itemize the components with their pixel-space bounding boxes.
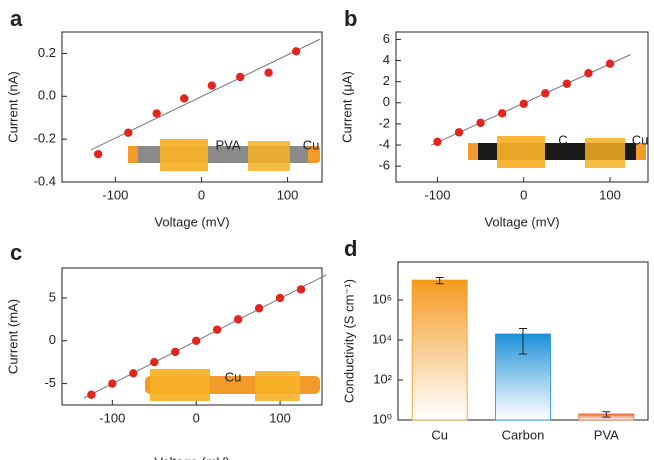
inset-label: C	[558, 132, 567, 147]
y-tick-label: 10⁰	[372, 411, 392, 426]
data-point	[291, 47, 301, 56]
data-point	[108, 379, 117, 388]
data-point	[212, 325, 222, 334]
data-point	[584, 68, 593, 78]
x-tick-label: 0	[520, 187, 527, 202]
data-point	[476, 118, 485, 128]
x-axis-label: Voltage (mV)	[154, 454, 229, 460]
y-tick-label: 0.2	[38, 45, 56, 60]
plot-frame	[61, 267, 323, 406]
data-point	[152, 109, 161, 118]
panel-letter: d	[344, 236, 357, 261]
error-bar	[435, 276, 444, 285]
y-axis-label: Current (mA)	[5, 299, 20, 374]
x-tick-label: -100	[424, 187, 450, 202]
wire-inset: Cu	[145, 369, 320, 401]
data-point	[93, 149, 103, 159]
x-tick-label: 0	[193, 410, 200, 425]
data-point	[541, 89, 550, 98]
x-axis-label: Voltage (mV)	[484, 214, 559, 229]
data-point	[191, 336, 201, 345]
x-tick-label: -100	[102, 187, 128, 202]
data-point	[275, 293, 285, 303]
error-bar	[602, 411, 611, 418]
y-tick-label: 10²	[373, 371, 392, 386]
y-tick-label: 2	[383, 73, 390, 88]
data-point	[150, 357, 159, 367]
y-tick-label: 0	[383, 94, 390, 109]
data-point	[87, 390, 96, 399]
x-tick-label: 100	[269, 410, 291, 425]
data-point	[129, 369, 138, 378]
inset-label: PVA	[215, 137, 240, 152]
y-tick-label: -2	[378, 115, 390, 130]
wire-inset: PVA Cu	[128, 137, 320, 171]
y-tick-label: 6	[383, 31, 390, 46]
y-tick-label: 0.0	[38, 88, 56, 103]
data-point	[433, 137, 442, 147]
plot-frame	[395, 31, 649, 183]
y-axis-label: Current (nA)	[5, 71, 20, 143]
x-axis-label: Voltage (mV)	[154, 214, 229, 229]
y-tick-label: 10⁴	[372, 331, 392, 346]
data-point	[171, 347, 180, 357]
x-tick-label: 100	[599, 187, 621, 202]
y-tick-label: -0.2	[34, 131, 56, 146]
inset-label: Cu	[632, 132, 649, 147]
y-tick-label: 10⁶	[372, 291, 392, 306]
data-point	[207, 81, 217, 90]
data-point	[497, 109, 507, 118]
plot-frame	[61, 31, 323, 183]
data-point	[296, 285, 306, 294]
data-point	[264, 68, 273, 77]
x-tick-label: 0	[198, 187, 205, 202]
y-tick-label: 4	[383, 52, 390, 67]
data-point	[562, 79, 572, 88]
y-tick-label: 0	[49, 332, 56, 347]
y-axis-label: Conductivity (S cm⁻¹)	[341, 279, 356, 403]
panel-letter: b	[344, 6, 357, 31]
x-tick-label: PVA	[594, 427, 619, 442]
y-tick-label: -6	[378, 158, 390, 173]
data-point	[236, 72, 245, 82]
error-bar	[519, 327, 527, 355]
y-tick-label: -5	[44, 375, 56, 390]
data-point	[254, 304, 264, 313]
y-tick-label: -0.4	[34, 173, 56, 188]
x-tick-label: Cu	[431, 427, 448, 442]
x-tick-label: 100	[277, 187, 299, 202]
data-point	[233, 315, 243, 324]
y-tick-label: -4	[378, 136, 390, 151]
data-point	[519, 99, 528, 109]
wire-inset: C Cu	[468, 132, 648, 168]
panel-letter: a	[10, 6, 23, 31]
y-axis-label: Current (μA)	[339, 71, 354, 143]
panel-letter: c	[10, 240, 22, 265]
fit-line	[431, 54, 631, 146]
bar	[411, 279, 468, 421]
data-point	[605, 59, 615, 68]
data-point	[124, 128, 133, 137]
inset-label: Cu	[225, 369, 242, 384]
data-point	[180, 94, 189, 103]
inset-label: Cu	[303, 137, 320, 152]
x-tick-label: Carbon	[502, 427, 545, 442]
fit-line	[83, 274, 327, 399]
y-tick-label: 5	[49, 289, 56, 304]
x-tick-label: -100	[99, 410, 125, 425]
data-point	[454, 128, 464, 137]
